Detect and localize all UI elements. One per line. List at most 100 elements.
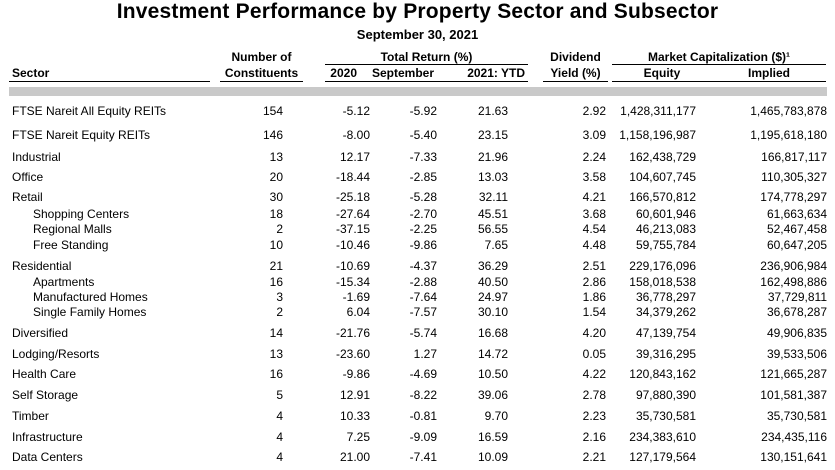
row-equity-cap: 35,730,581 — [635, 409, 696, 423]
row-return-2020: 12.17 — [339, 150, 370, 164]
row-constituents: 10 — [269, 238, 283, 252]
table-row: Free Standing 10 -10.46 -9.86 7.65 4.48 59,755… — [0, 238, 835, 254]
row-return-2020: -37.15 — [335, 222, 370, 236]
returns-underline — [325, 81, 528, 82]
row-return-2020: -5.12 — [342, 104, 370, 118]
header-market-cap: Market Capitalization ($)¹ — [647, 50, 791, 64]
table-row: FTSE Nareit All Equity REITs 154 -5.12 -5.9… — [0, 104, 835, 120]
table-row: Shopping Centers 18 -27.64 -2.70 45.51 3.68 60… — [0, 207, 835, 223]
row-return-2020: -23.60 — [335, 347, 370, 361]
page-title: Investment Performance by Property Secto… — [116, 0, 719, 23]
table-row: Manufactured Homes 3 -1.69 -7.64 24.97 1.86 36… — [0, 290, 835, 306]
header-equity: Equity — [643, 66, 681, 80]
row-dividend-yield: 2.21 — [582, 450, 606, 464]
row-dividend-yield: 4.22 — [582, 367, 606, 381]
row-implied-cap: 37,729,811 — [767, 290, 827, 304]
row-constituents: 146 — [262, 128, 283, 142]
table-row: Residential 21 -10.69 -4.37 36.29 2.51 229,176… — [0, 259, 835, 275]
row-sector: Retail — [12, 190, 43, 204]
row-constituents: 3 — [276, 290, 283, 304]
row-equity-cap: 47,139,754 — [635, 326, 696, 340]
row-sector: Free Standing — [33, 238, 109, 252]
row-implied-cap: 36,678,287 — [766, 305, 827, 319]
row-return-ytd: 10.09 — [477, 450, 508, 464]
row-return-2020: -10.46 — [335, 238, 370, 252]
row-equity-cap: 229,176,096 — [629, 259, 696, 273]
row-implied-cap: 60,647,205 — [766, 238, 827, 252]
table-row: Diversified 14 -21.76 -5.74 16.68 4.20 47,139,… — [0, 326, 835, 342]
row-return-2020: 6.04 — [346, 305, 370, 319]
row-sector: Timber — [12, 409, 49, 423]
row-dividend-yield: 3.09 — [582, 128, 606, 142]
header-september: September — [371, 66, 434, 80]
row-constituents: 4 — [276, 409, 283, 423]
row-dividend-yield: 2.23 — [582, 409, 606, 423]
row-constituents: 21 — [269, 259, 283, 273]
row-constituents: 2 — [276, 222, 283, 236]
row-constituents: 18 — [269, 207, 283, 221]
row-equity-cap: 166,570,812 — [629, 190, 696, 204]
row-return-2020: -21.76 — [335, 326, 370, 340]
row-implied-cap: 110,305,327 — [761, 170, 827, 184]
header-separator-band — [9, 87, 827, 96]
row-constituents: 14 — [269, 326, 283, 340]
row-return-2020: -1.69 — [342, 290, 370, 304]
row-return-ytd: 56.55 — [477, 222, 508, 236]
row-return-2020: -9.86 — [342, 367, 370, 381]
row-return-2020: 12.91 — [339, 388, 370, 402]
table-row: Data Centers 4 21.00 -7.41 10.09 2.21 127,179,… — [0, 450, 835, 466]
row-return-september: -7.33 — [409, 150, 437, 164]
row-implied-cap: 130,151,641 — [760, 450, 827, 464]
row-return-ytd: 16.68 — [477, 326, 508, 340]
table-row: Lodging/Resorts 13 -23.60 1.27 14.72 0.05 39,3… — [0, 347, 835, 363]
dividend-underline — [543, 81, 608, 82]
row-return-ytd: 21.96 — [477, 150, 508, 164]
row-return-september: -2.88 — [409, 275, 437, 289]
row-dividend-yield: 3.58 — [582, 170, 606, 184]
row-dividend-yield: 2.51 — [582, 259, 606, 273]
row-return-september: -4.37 — [409, 259, 437, 273]
total-return-underline — [325, 64, 528, 65]
row-return-september: -5.74 — [409, 326, 437, 340]
row-implied-cap: 162,498,886 — [760, 275, 827, 289]
header-dividend-line1: Dividend — [550, 50, 601, 64]
row-dividend-yield: 4.54 — [582, 222, 606, 236]
header-2020: 2020 — [330, 66, 357, 80]
row-sector: FTSE Nareit All Equity REITs — [12, 104, 167, 118]
row-return-ytd: 7.65 — [484, 238, 508, 252]
row-return-september: 1.27 — [413, 347, 437, 361]
row-constituents: 5 — [276, 388, 283, 402]
row-return-ytd: 10.50 — [477, 367, 508, 381]
row-equity-cap: 46,213,083 — [635, 222, 696, 236]
table-row: Apartments 16 -15.34 -2.88 40.50 2.86 158,018,… — [0, 275, 835, 291]
row-return-ytd: 9.70 — [484, 409, 508, 423]
row-dividend-yield: 2.92 — [582, 104, 606, 118]
header-number-line1: Number of — [231, 50, 292, 64]
table-row: Infrastructure 4 7.25 -9.09 16.59 2.16 234,383… — [0, 430, 835, 446]
row-return-ytd: 30.10 — [477, 305, 508, 319]
header-sector: Sector — [12, 66, 50, 80]
row-return-2020: -10.69 — [335, 259, 370, 273]
row-dividend-yield: 2.86 — [582, 275, 606, 289]
row-implied-cap: 49,906,835 — [766, 326, 827, 340]
row-dividend-yield: 2.16 — [582, 430, 606, 444]
row-return-2020: -8.00 — [342, 128, 370, 142]
row-return-ytd: 36.29 — [477, 259, 508, 273]
row-return-september: -7.64 — [409, 290, 437, 304]
row-sector: Shopping Centers — [33, 207, 130, 221]
row-return-2020: 21.00 — [339, 450, 370, 464]
row-return-september: -5.40 — [409, 128, 437, 142]
row-equity-cap: 1,428,311,177 — [620, 104, 696, 118]
row-return-september: -9.09 — [409, 430, 437, 444]
row-dividend-yield: 4.20 — [582, 326, 606, 340]
row-sector: Self Storage — [12, 388, 79, 402]
row-constituents: 30 — [269, 190, 283, 204]
row-return-ytd: 23.15 — [477, 128, 508, 142]
row-equity-cap: 34,379,262 — [635, 305, 696, 319]
row-return-2020: -27.64 — [335, 207, 370, 221]
row-dividend-yield: 0.05 — [582, 347, 606, 361]
header-dividend-line2: Yield (%) — [550, 66, 601, 80]
row-sector: Data Centers — [12, 450, 83, 464]
row-dividend-yield: 2.78 — [582, 388, 606, 402]
row-return-2020: 10.33 — [339, 409, 370, 423]
